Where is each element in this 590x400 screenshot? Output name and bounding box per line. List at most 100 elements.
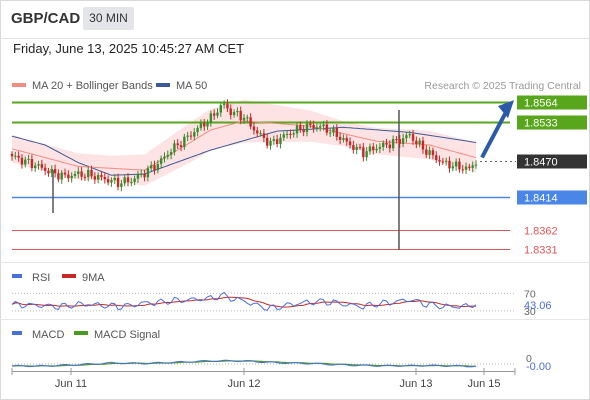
candle-body (418, 140, 421, 145)
forecast-arrow-head (498, 100, 514, 119)
candle-body (206, 123, 209, 127)
level-tag-1.8533 (517, 115, 587, 130)
candle-body (17, 155, 20, 158)
candle-body (106, 179, 110, 183)
candle-body (96, 175, 100, 180)
level-label-1.8414: 1.8414 (524, 193, 558, 205)
candle-body (70, 175, 73, 179)
candle-body (275, 139, 279, 145)
candle-body (471, 165, 474, 168)
rsi-line (11, 291, 477, 311)
candle-body (282, 134, 285, 138)
candle-body (242, 117, 246, 121)
level-label-1.8331: 1.8331 (524, 245, 558, 257)
candle-body (113, 177, 116, 181)
candle-body (80, 171, 83, 177)
candle-body (219, 105, 222, 113)
candle-body (53, 168, 57, 174)
candle-body (159, 158, 163, 164)
candle-body (335, 128, 338, 137)
candle-body (43, 167, 47, 171)
candle-body (24, 159, 27, 165)
candle-body (458, 161, 461, 170)
candle-body (10, 153, 14, 157)
candle-body (63, 172, 67, 175)
candle-body (153, 165, 156, 171)
candle-body (322, 124, 325, 127)
candle-body (391, 139, 395, 149)
level-label-1.8362: 1.8362 (524, 226, 558, 238)
rsi-level-label-70: 70 (524, 288, 536, 300)
candle-body (229, 108, 232, 116)
candle-body (216, 112, 219, 116)
candle-body (289, 133, 292, 135)
level-tag-1.8414 (517, 190, 587, 205)
candle-body (464, 166, 468, 170)
candle-body (431, 150, 435, 156)
candle-body (309, 123, 312, 125)
candle-body (203, 123, 206, 127)
candle-body (179, 145, 183, 148)
candle-body (57, 173, 60, 180)
candle-body (382, 142, 385, 148)
candle-body (246, 117, 249, 119)
candle-body (212, 113, 216, 116)
candle-body (315, 127, 319, 129)
rsi-legend-label: RSI (32, 272, 50, 284)
candle-body (285, 133, 289, 135)
candle-body (401, 138, 405, 144)
candle-body (368, 146, 372, 152)
candle-body (338, 136, 342, 140)
timeframe-button[interactable]: 30 MIN (83, 7, 134, 30)
candle-body (345, 138, 348, 142)
candle-body (262, 133, 266, 138)
ma50-swatch (156, 83, 170, 88)
candle-body (448, 160, 451, 169)
candle-body (87, 169, 90, 178)
candle-body (103, 177, 106, 180)
candle-body (150, 165, 153, 169)
level-label-1.8564: 1.8564 (524, 98, 558, 110)
candle-body (199, 123, 203, 128)
candle-body (249, 117, 252, 127)
candle-body (252, 126, 256, 131)
chart-datetime: Friday, June 13, 2025 10:45:27 AM CET (13, 41, 245, 56)
level-label-1.8470: 1.8470 (524, 157, 558, 169)
candle-body (136, 174, 140, 179)
candle-body (40, 164, 44, 168)
macd-swatch (12, 331, 22, 335)
candle-body (34, 165, 37, 168)
rsi-swatch (12, 274, 22, 278)
candle-body (405, 135, 408, 139)
candle-body (100, 175, 103, 178)
candle-body (305, 123, 309, 133)
candle-body (120, 183, 123, 187)
candle-body (93, 176, 97, 180)
candle-body (20, 157, 24, 165)
candle-body (232, 112, 236, 116)
candle-body (269, 140, 272, 146)
candle-body (325, 124, 329, 133)
candle-body (295, 125, 299, 134)
macd-signal-legend-label: MACD Signal (94, 329, 160, 341)
ma50-label: MA 50 (176, 80, 208, 92)
candle-body (143, 173, 146, 178)
candle-body (140, 173, 143, 175)
candle-body (474, 164, 478, 166)
price-panel: 1.8564 1.8533 1.8470 1.8414 1.8362 1.8331 (10, 95, 587, 257)
rsi-ma-legend-label: 9MA (82, 272, 105, 284)
candle-body (67, 174, 70, 179)
candle-body (292, 133, 295, 135)
candle-body (166, 154, 169, 157)
header-divider (0, 38, 590, 39)
time-tick-label: Jun 11 (55, 378, 87, 390)
candle-body (378, 147, 382, 149)
candle-body (421, 140, 425, 150)
candle-body (90, 169, 93, 177)
candle-body (110, 180, 113, 183)
candle-body (266, 137, 269, 146)
candle-body (123, 177, 126, 184)
candle-body (461, 169, 464, 171)
macd-line (11, 359, 477, 368)
macd-last-value: -0.00 (526, 361, 551, 373)
